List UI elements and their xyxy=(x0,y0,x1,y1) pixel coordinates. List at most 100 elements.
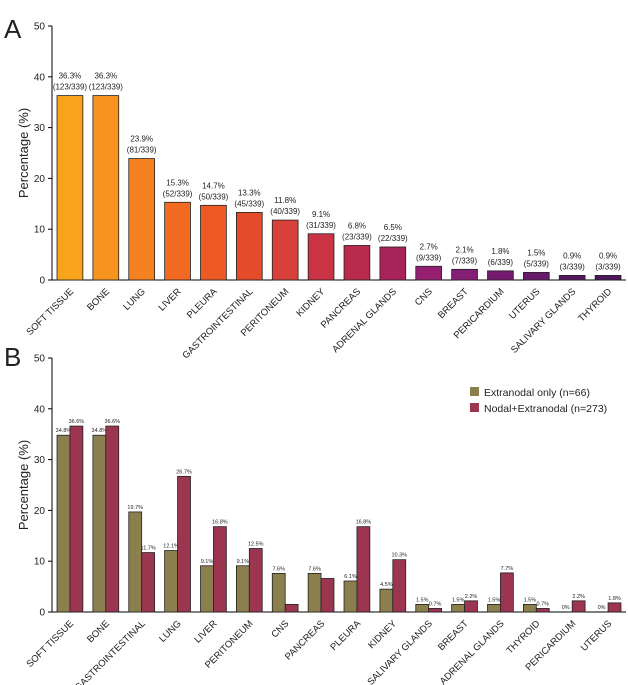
data-label: 0.7% xyxy=(536,601,549,607)
data-label-pct: 6.8% xyxy=(348,221,366,230)
data-label: 9.1% xyxy=(237,559,250,565)
data-label-count: (23/339) xyxy=(342,232,372,241)
data-label-count: (3/339) xyxy=(560,262,586,271)
x-tick-label: PLEURA xyxy=(185,286,220,321)
bar xyxy=(235,212,263,281)
data-label: 2.2% xyxy=(465,594,478,600)
data-label: 0% xyxy=(598,605,606,611)
y-tick-label: 30 xyxy=(34,455,46,466)
bar-extranodal xyxy=(343,580,358,613)
bar-extranodal xyxy=(92,434,107,613)
data-label: 11.7% xyxy=(141,546,156,552)
y-tick-label: 0 xyxy=(39,608,45,619)
data-label: 7.7% xyxy=(501,566,514,572)
data-label-count: (22/339) xyxy=(378,234,408,243)
x-tick-label: GASTROINTESTINAL xyxy=(73,618,148,685)
bar-nodal-extranodal xyxy=(607,602,622,613)
bar-extranodal xyxy=(235,565,250,613)
data-label: 12.1% xyxy=(163,544,179,550)
legend-swatch xyxy=(470,403,479,412)
data-label: 10.3% xyxy=(391,553,407,559)
x-tick-label: GASTROINTESTINAL xyxy=(180,286,255,361)
x-tick-label: KIDNEY xyxy=(294,286,327,319)
data-label: 1.5% xyxy=(524,597,537,603)
x-tick-label: UTERUS xyxy=(507,286,542,321)
data-label-count: (5/339) xyxy=(524,259,550,268)
bar-nodal-extranodal xyxy=(248,548,263,613)
bar-extranodal xyxy=(200,565,214,613)
x-tick-label: LUNG xyxy=(121,286,147,312)
y-tick-label: 40 xyxy=(34,404,46,415)
data-label-count: (123/339) xyxy=(53,83,88,92)
data-label-count: (31/339) xyxy=(306,221,336,230)
panel-label: B xyxy=(4,342,21,372)
x-tick-label: THYROID xyxy=(504,618,542,656)
bar xyxy=(56,95,84,281)
y-tick-label: 40 xyxy=(34,72,46,83)
bar-extranodal xyxy=(56,434,71,613)
x-tick-label: BONE xyxy=(85,286,112,313)
data-label: 0.7% xyxy=(429,601,442,607)
y-axis-label: Percentage (%) xyxy=(16,108,31,198)
bar xyxy=(415,265,443,281)
bar-extranodal xyxy=(487,603,501,613)
data-label: 34.8% xyxy=(56,428,72,434)
bar-extranodal xyxy=(271,572,286,613)
x-tick-label: LIVER xyxy=(156,286,183,313)
bar-nodal-extranodal xyxy=(392,559,407,613)
data-label-pct: 0.9% xyxy=(599,251,617,260)
data-label-pct: 23.9% xyxy=(130,135,153,144)
bar-extranodal xyxy=(415,603,430,613)
bar xyxy=(200,204,227,281)
data-label-count: (81/339) xyxy=(127,146,157,155)
y-tick-label: 20 xyxy=(34,506,46,517)
data-label-pct: 15.3% xyxy=(166,178,189,187)
bar xyxy=(522,271,550,281)
data-label-pct: 1.5% xyxy=(527,248,545,257)
bar-nodal-extranodal xyxy=(500,572,514,613)
x-tick-label: KIDNEY xyxy=(366,618,399,651)
data-label-count: (9/339) xyxy=(416,253,442,262)
data-label-pct: 1.8% xyxy=(491,247,509,256)
x-tick-label: BREAST xyxy=(436,286,471,321)
data-label-count: (40/339) xyxy=(270,207,300,216)
legend-swatch xyxy=(470,387,479,396)
data-label: 2.2% xyxy=(572,594,585,600)
x-tick-label: UTERUS xyxy=(579,618,614,653)
data-label: 1.8% xyxy=(608,596,621,602)
chart-panel-a: A 0 10 20 30 40 50 Percentage (%) SOFT TISSUE BON… xyxy=(4,14,626,361)
bar-nodal-extranodal xyxy=(535,608,550,613)
bar-nodal-extranodal xyxy=(141,552,156,613)
data-label-pct: 9.1% xyxy=(312,210,330,219)
data-label-pct: 13.3% xyxy=(238,188,261,197)
data-label: 12.5% xyxy=(248,542,264,548)
panel-label: A xyxy=(4,14,22,44)
x-tick-label: SALIVARY GLANDS xyxy=(365,618,434,685)
x-tick-label: SOFT TISSUE xyxy=(24,286,76,338)
bar-extranodal xyxy=(451,603,465,613)
y-tick-label: 50 xyxy=(34,22,46,33)
bar-extranodal xyxy=(522,603,537,613)
x-tick-label: ADRENAL GLANDS xyxy=(330,286,399,355)
y-tick-label: 20 xyxy=(34,174,46,185)
data-label: 26.7% xyxy=(176,469,192,475)
legend-label: Nodal+Extranodal (n=273) xyxy=(484,403,607,415)
data-label: 1.5% xyxy=(452,597,465,603)
x-tick-label: LUNG xyxy=(157,618,183,644)
x-tick-label: SOFT TISSUE xyxy=(24,618,76,670)
bar-nodal-extranodal xyxy=(177,475,191,613)
y-tick-label: 10 xyxy=(34,557,46,568)
data-label: 7.6% xyxy=(272,566,285,572)
data-label: 1.5% xyxy=(416,597,429,603)
bar xyxy=(558,275,586,281)
data-label-count: (6/339) xyxy=(488,258,514,267)
x-tick-label: PLEURA xyxy=(328,618,363,653)
data-label-pct: 6.5% xyxy=(384,223,402,232)
y-tick-label: 30 xyxy=(34,123,46,134)
bar xyxy=(128,158,156,281)
bar-nodal-extranodal xyxy=(320,578,335,613)
bar-extranodal xyxy=(307,572,322,613)
legend-label: Extranodal only (n=66) xyxy=(484,387,590,399)
x-tick-label: SALIVARY GLANDS xyxy=(509,286,578,355)
